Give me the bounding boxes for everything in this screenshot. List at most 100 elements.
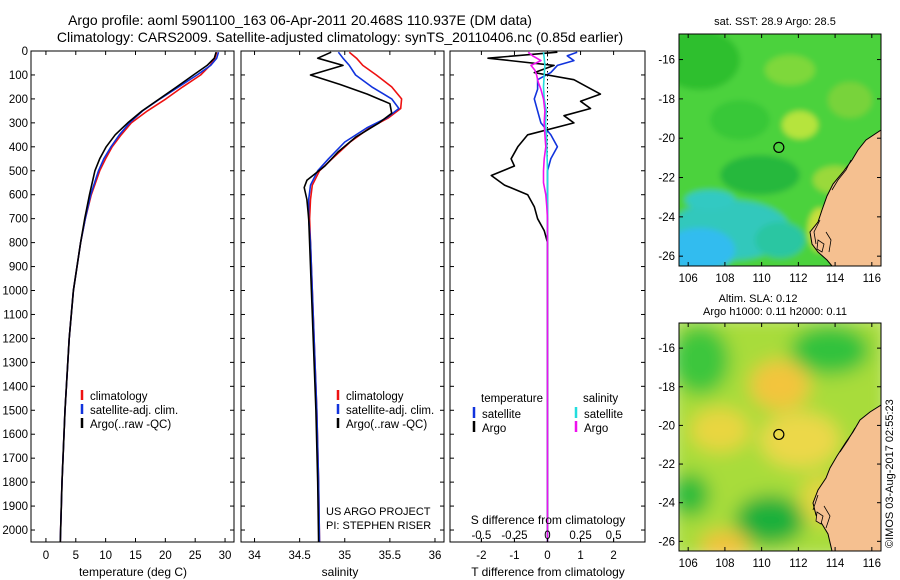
x-tick-label: -2: [476, 550, 486, 562]
map-x-tick-label: 110: [752, 558, 770, 570]
timestamp-stamp: ©IMOS 03-Aug-2017 02:55:23: [884, 399, 896, 548]
p2-series-line-1: [307, 51, 400, 543]
map-y-tick-label: -20: [658, 133, 675, 145]
temperature-legend: climatology satellite-adj. clim. Argo(..ra…: [80, 390, 178, 431]
map-y-tick-label: -18: [658, 382, 675, 394]
y-tick-label: 1700: [2, 453, 28, 465]
temperature-plot-area: [59, 51, 220, 543]
y-tick-label: 2000: [2, 525, 28, 537]
map-x-tick-label: 112: [789, 558, 807, 570]
legend-label: satellite-adj. clim.: [346, 405, 434, 417]
y-tick-label: 600: [9, 190, 28, 202]
y-tick-label: 1400: [2, 381, 28, 393]
y-tick-label: 300: [9, 118, 28, 130]
difference-axes-ticks: -2 -1 0 1 2 -0.5 -0.25 0 0.25 0.5: [450, 50, 645, 562]
legend-label: Argo(..raw -QC): [346, 419, 427, 431]
x-tick-label: 10: [99, 550, 112, 562]
map-y-tick-label: -24: [658, 498, 675, 510]
y-tick-label: 1000: [2, 286, 28, 298]
legend-label: Argo(..raw -QC): [90, 419, 171, 431]
map-x-tick-label: 112: [789, 273, 807, 285]
sla-island: [815, 511, 824, 525]
map-y-tick-label: -22: [658, 459, 675, 471]
temperature-x-label: temperature (deg C): [79, 565, 187, 579]
sst-map-frame: [678, 33, 882, 267]
y-tick-label: 1800: [2, 477, 28, 489]
sla-map-title-line1: Altim. SLA: 0.12: [719, 293, 798, 305]
sst-coast-islands: [813, 159, 852, 253]
x-tick-label: 0: [43, 550, 49, 562]
sla-map-title-line2: Argo h1000: 0.11 h2000: 0.11: [703, 306, 847, 318]
legend-group-salinity: salinity: [583, 393, 618, 405]
s-difference-label: S difference from climatology: [471, 513, 626, 527]
s-tick-label: -0.5: [471, 530, 491, 542]
x-tick-label: -1: [509, 550, 519, 562]
sla-map-ticks: 106 108 110 112 114 116 -16 -18 -20 -22 -24 -26: [658, 323, 881, 570]
t-difference-label: T difference from climatology: [471, 565, 625, 579]
x-tick-label: 35.5: [379, 550, 401, 562]
p1-series-line-0: [59, 51, 218, 543]
x-tick-label: 5: [73, 550, 79, 562]
map-y-tick-label: -26: [658, 251, 675, 263]
legend-group-temperature: temperature: [481, 393, 543, 405]
sst-island: [816, 239, 825, 253]
legend-label: satellite: [584, 409, 623, 421]
p3-series-line-0: [533, 51, 578, 542]
map-x-tick-label: 114: [826, 273, 845, 285]
p1-series-line-2: [59, 51, 217, 543]
salinity-panel: 34 34.5 35 35.5 36 salinity climatology satel…: [240, 50, 445, 579]
map-y-tick-label: -22: [658, 173, 675, 185]
p2-series-line-0: [308, 51, 403, 543]
legend-label: satellite: [482, 409, 521, 421]
temperature-axes-ticks: 0 5 10 15 20 25 300100200300400500600700800900…: [2, 46, 234, 562]
x-tick-label: 34.5: [288, 550, 310, 562]
legend-label: Argo: [584, 423, 608, 435]
map-x-tick-label: 106: [679, 273, 698, 285]
figure-title-line1: Argo profile: aoml 5901100_163 06-Apr-20…: [68, 12, 532, 28]
map-y-tick-label: -26: [658, 536, 675, 548]
salinity-axes-frame: [240, 50, 445, 543]
x-tick-label: 0: [544, 550, 550, 562]
salinity-x-label: salinity: [322, 565, 359, 579]
sla-argo-position-marker: [773, 428, 785, 441]
x-tick-label: 34: [248, 550, 261, 562]
y-tick-label: 0: [22, 46, 28, 58]
y-tick-label: 1600: [2, 429, 28, 441]
temperature-panel: 0 5 10 15 20 25 300100200300400500600700800900…: [2, 46, 235, 579]
y-tick-label: 700: [9, 214, 28, 226]
map-y-tick-label: -16: [658, 55, 675, 67]
map-y-tick-label: -16: [658, 343, 675, 355]
y-tick-label: 1100: [3, 309, 28, 321]
difference-panel: -2 -1 0 1 2 -0.5 -0.25 0 0.25 0.5 S difference fr…: [449, 50, 646, 579]
y-tick-label: 500: [9, 166, 28, 178]
y-tick-label: 1300: [2, 357, 28, 369]
map-x-tick-label: 116: [863, 273, 881, 285]
y-tick-label: 1500: [2, 405, 28, 417]
map-x-tick-label: 108: [715, 273, 734, 285]
credit-line2: PI: STEPHEN RISER: [326, 520, 431, 532]
figure-title-line2: Climatology: CARS2009. Satellite-adjuste…: [57, 29, 623, 45]
x-tick-label: 1: [577, 550, 583, 562]
sst-map: sat. SST: 28.9 Argo: 28.5 106: [658, 16, 882, 285]
y-tick-label: 100: [9, 70, 28, 82]
map-x-tick-label: 108: [715, 558, 734, 570]
legend-label: Argo: [482, 423, 506, 435]
x-tick-label: 25: [189, 550, 202, 562]
credit-line1: US ARGO PROJECT: [326, 506, 431, 518]
sst-argo-position-marker: [773, 141, 785, 154]
map-x-tick-label: 106: [679, 558, 698, 570]
y-tick-label: 400: [9, 142, 28, 154]
map-y-tick-label: -20: [658, 420, 675, 432]
salinity-axes-ticks: 34 34.5 35 35.5 36: [241, 50, 444, 562]
difference-plot-area: [487, 51, 602, 542]
y-tick-label: 900: [9, 262, 28, 274]
map-y-tick-label: -18: [658, 94, 675, 106]
y-tick-label: 800: [9, 238, 28, 250]
s-tick-label: 0.5: [606, 530, 622, 542]
s-tick-label: 0: [544, 530, 550, 542]
x-tick-label: 35: [338, 550, 351, 562]
map-x-tick-label: 110: [752, 273, 770, 285]
x-tick-label: 15: [129, 550, 142, 562]
difference-legend: temperature salinity satellite Argo satell…: [472, 393, 623, 435]
